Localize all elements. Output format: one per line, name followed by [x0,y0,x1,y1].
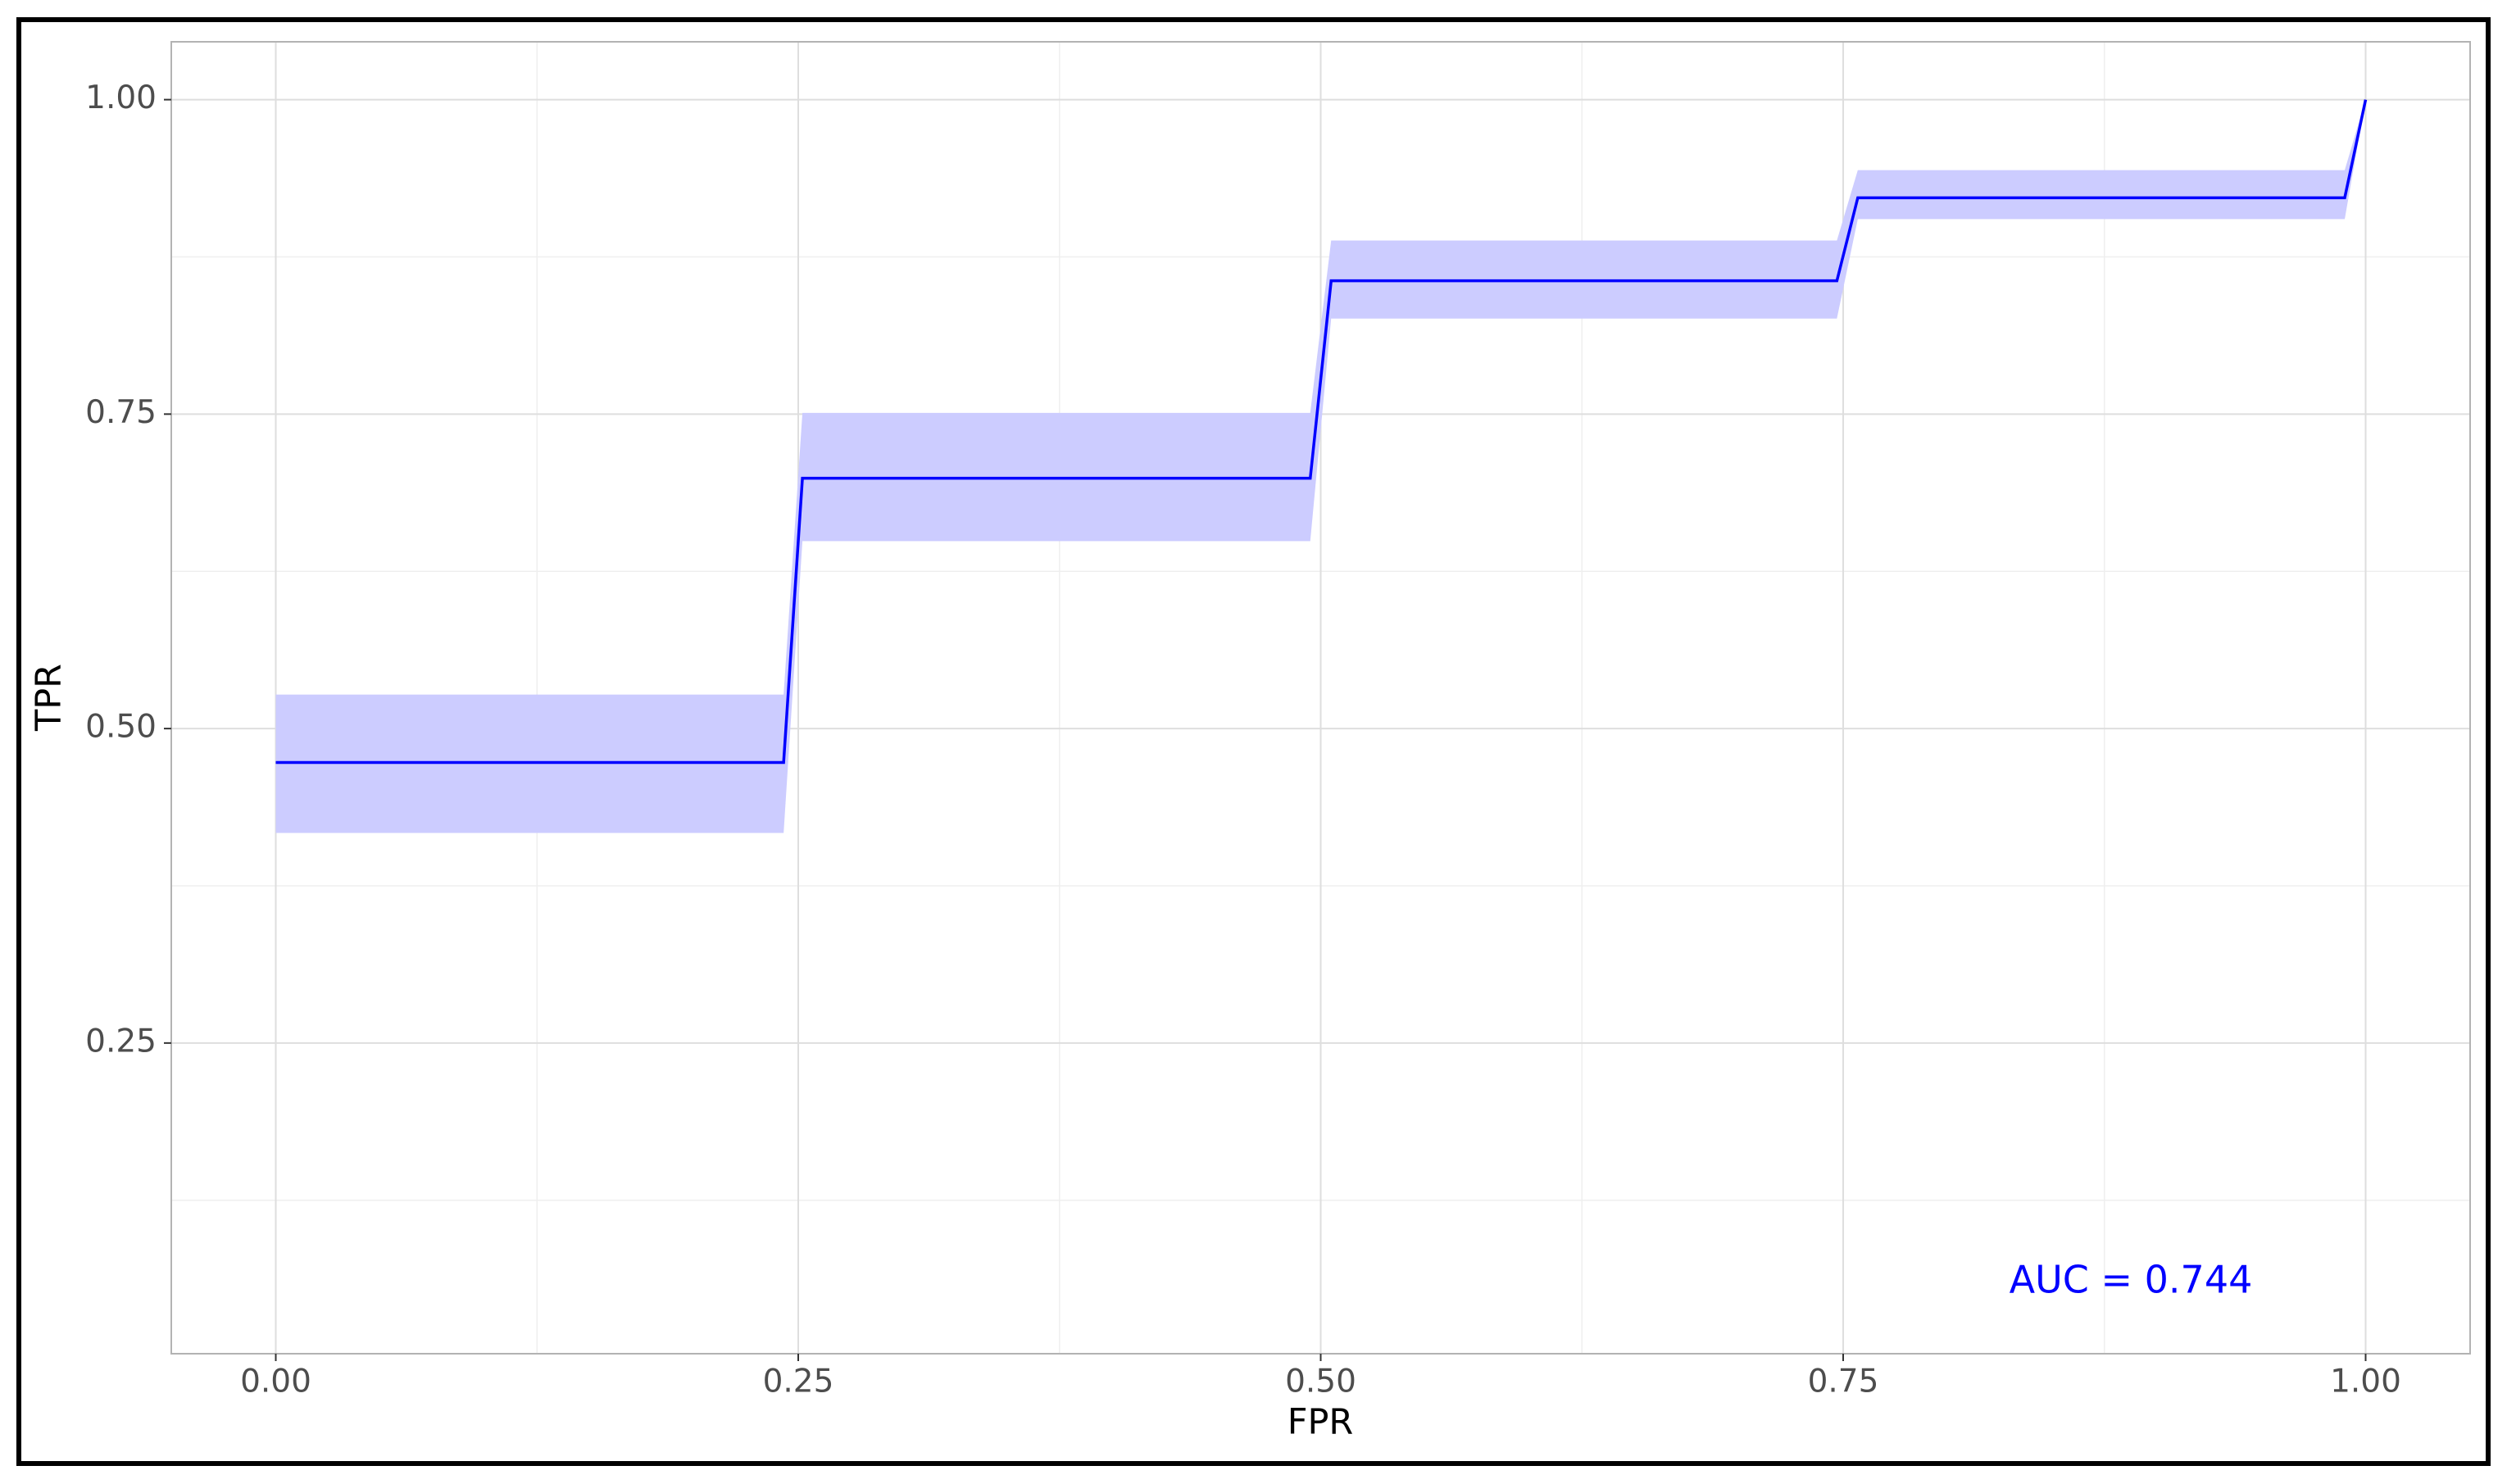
y-axis-title: TPR [29,664,70,732]
x-tick-label: 0.50 [1285,1364,1356,1400]
grid [171,42,2470,1354]
x-tick-label: 0.25 [763,1364,834,1400]
confidence-band [275,99,2366,833]
x-tick-label: 0.00 [240,1364,311,1400]
x-tick-label: 1.00 [2330,1364,2401,1400]
axes: 0.00 0.25 0.50 0.75 1.00 0.25 0.50 0.75 1.00 [85,79,2401,1400]
y-tick-label: 0.25 [85,1023,157,1060]
x-tick-label: 0.75 [1808,1364,1879,1400]
roc-line [275,99,2368,765]
y-tick-label: 0.50 [85,709,157,746]
x-axis-title: FPR [1288,1402,1354,1443]
y-tick-label: 1.00 [85,79,157,116]
auc-annotation: AUC = 0.744 [2010,1258,2253,1302]
y-tick-label: 0.75 [85,394,157,431]
marks [275,99,2368,833]
